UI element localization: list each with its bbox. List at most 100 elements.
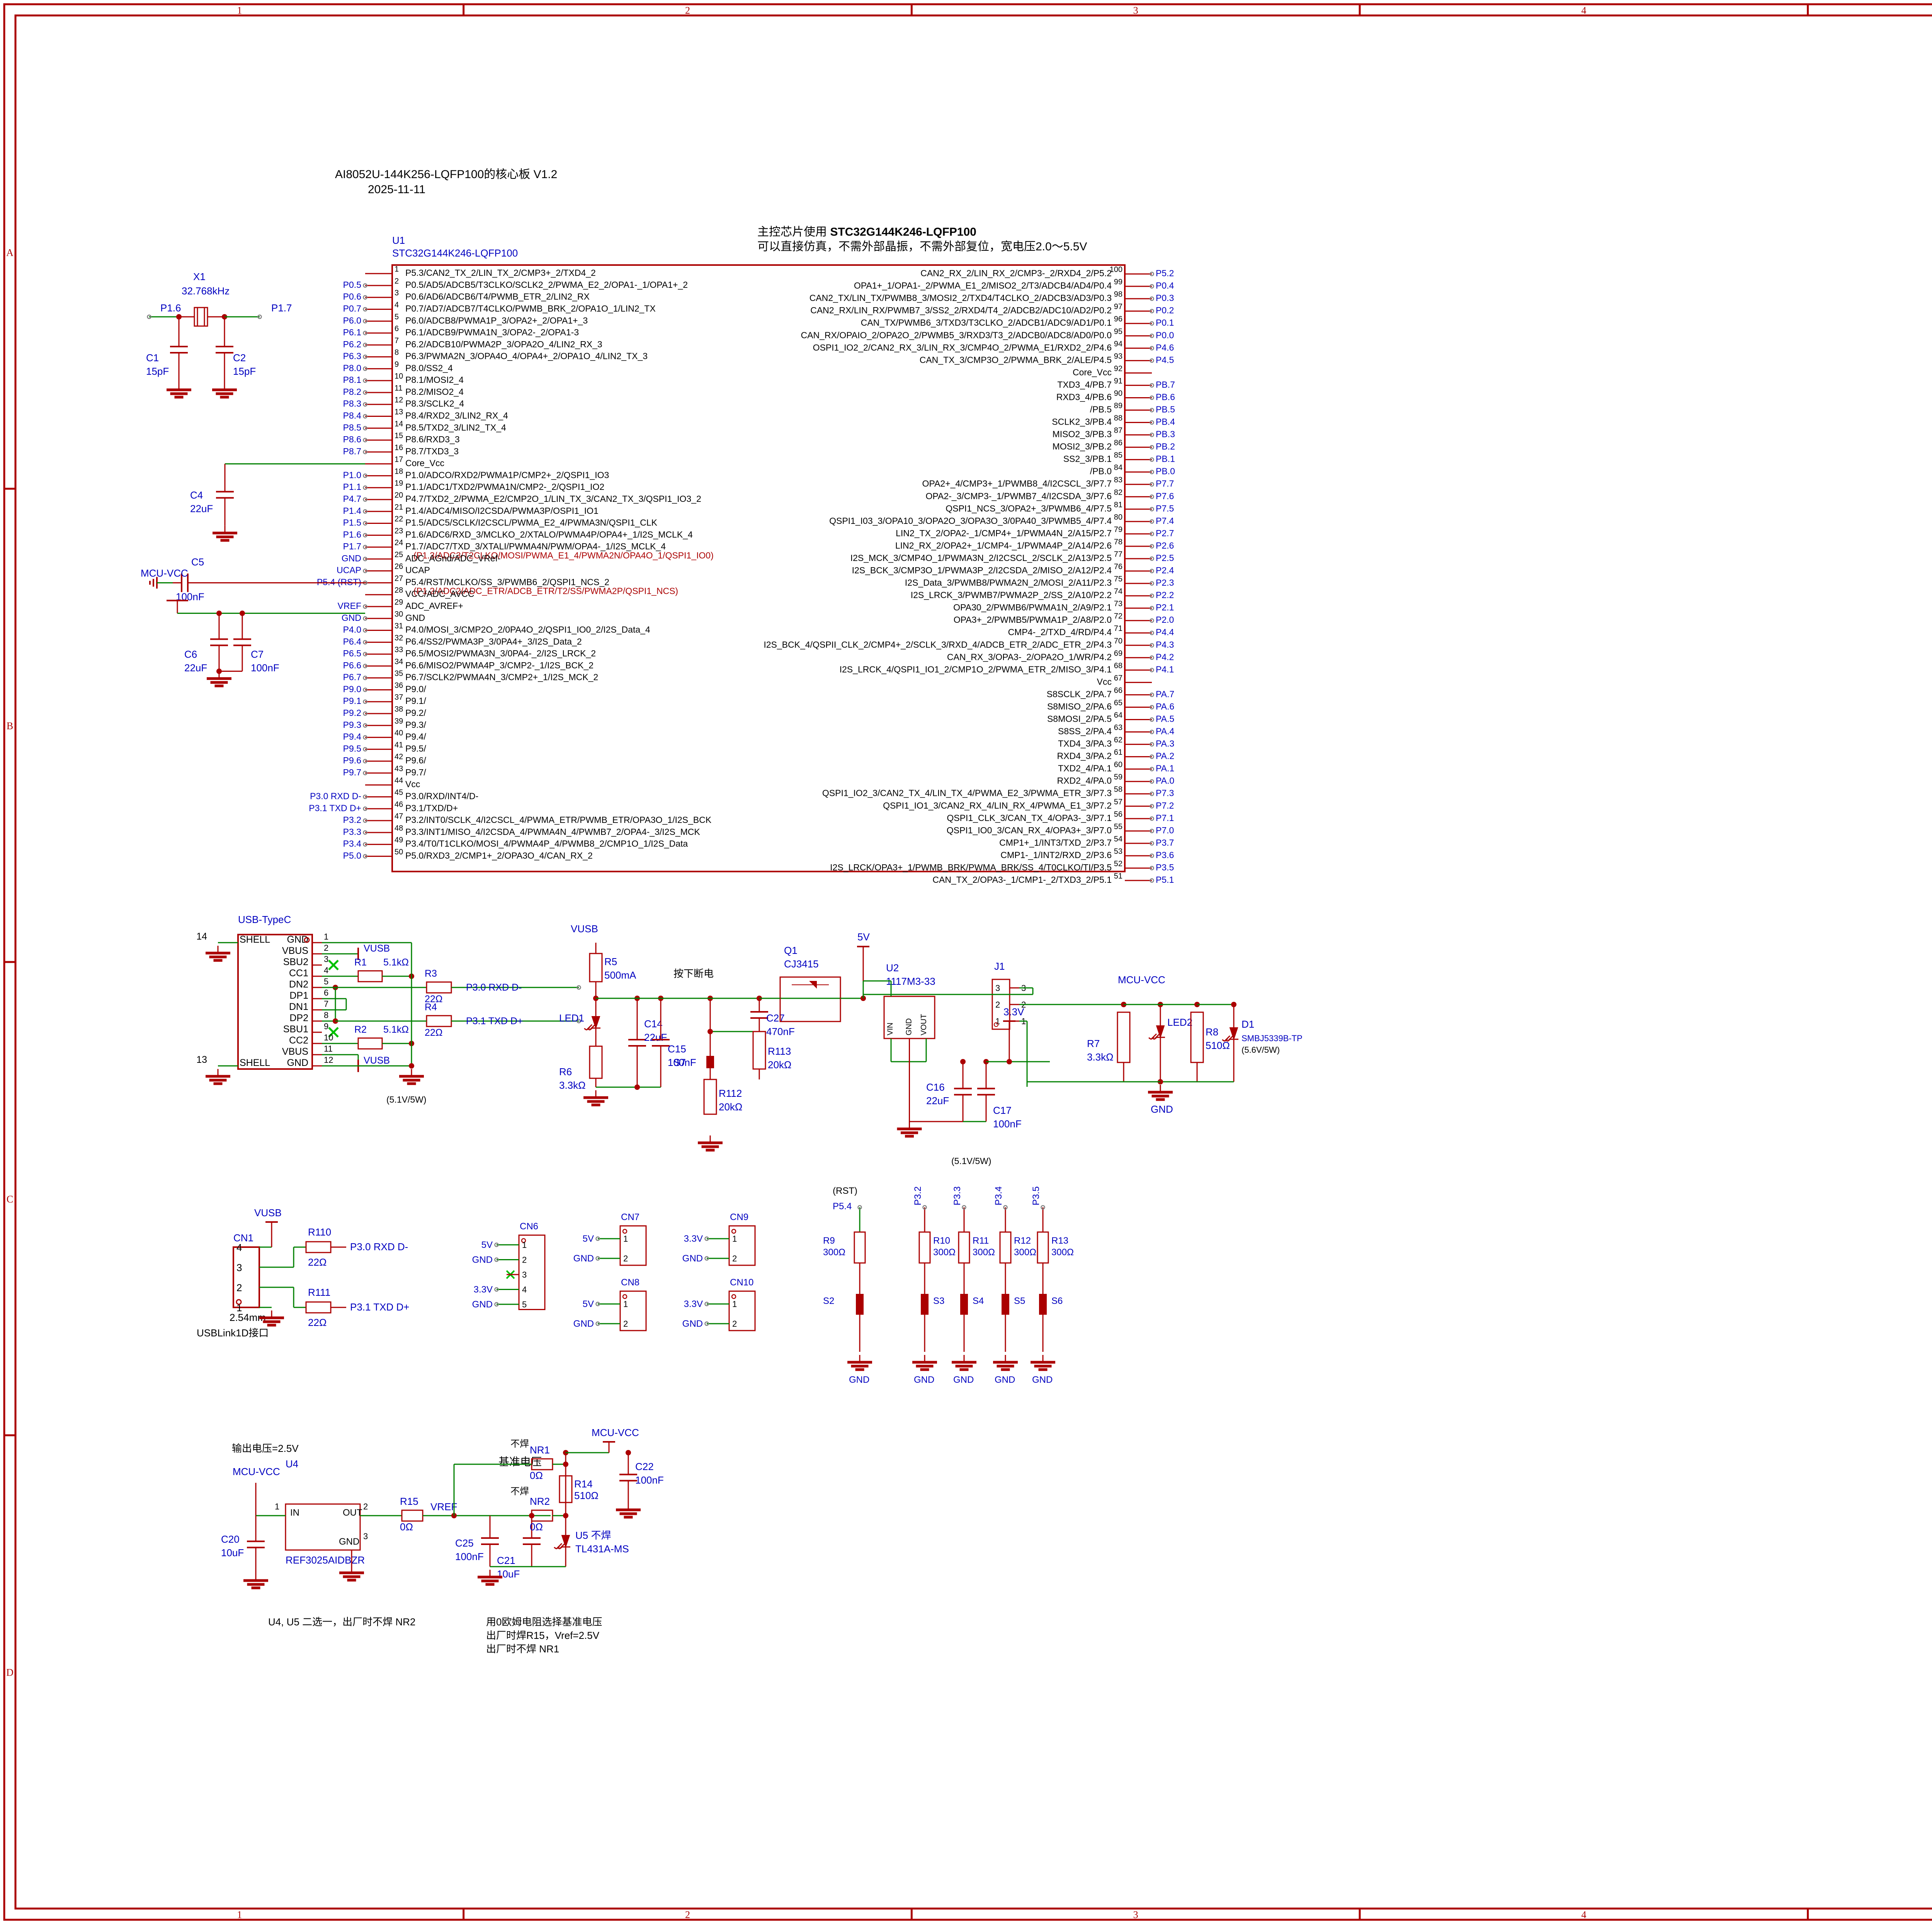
svg-text:C14: C14 (644, 1018, 663, 1030)
svg-text:P1.7: P1.7 (343, 541, 361, 551)
svg-text:3: 3 (324, 954, 328, 964)
svg-text:P3.3/INT1/MISO_4/I2CSDA_4/PWMA: P3.3/INT1/MISO_4/I2CSDA_4/PWMA4N_4/PWMB7… (405, 827, 700, 837)
svg-text:52: 52 (1114, 860, 1122, 868)
svg-text:38: 38 (395, 705, 403, 714)
svg-text:R2: R2 (354, 1024, 367, 1035)
svg-text:87: 87 (1114, 427, 1122, 435)
svg-text:78: 78 (1114, 538, 1122, 546)
svg-text:I2S_Data_3/PWMB8/PWMA2N_2/MOSI: I2S_Data_3/PWMB8/PWMA2N_2/MOSI_2/A11/P2.… (905, 578, 1112, 588)
svg-text:R10: R10 (933, 1236, 950, 1246)
svg-text:CJ3415: CJ3415 (784, 958, 819, 970)
svg-text:100nF: 100nF (455, 1551, 484, 1562)
svg-text:1: 1 (623, 1299, 628, 1309)
svg-text:P4.7: P4.7 (343, 494, 361, 504)
svg-text:3.3kΩ: 3.3kΩ (1087, 1051, 1114, 1063)
svg-text:P9.1: P9.1 (343, 696, 361, 706)
svg-text:79: 79 (1114, 525, 1122, 534)
svg-text:X1: X1 (193, 271, 206, 282)
svg-text:GND: GND (953, 1375, 974, 1385)
svg-text:5: 5 (324, 977, 328, 986)
svg-text:P4.6: P4.6 (1156, 342, 1174, 352)
svg-text:OPA3+_2/PWMB5/PWMA1P_2/A8/P2.0: OPA3+_2/PWMB5/PWMA1P_2/A8/P2.0 (954, 615, 1112, 625)
svg-text:S5: S5 (1014, 1296, 1025, 1306)
svg-text:RXD3_4/PB.6: RXD3_4/PB.6 (1056, 392, 1112, 402)
svg-text:P1.7: P1.7 (271, 302, 292, 314)
svg-text:RXD4_3/PA.2: RXD4_3/PA.2 (1057, 751, 1112, 761)
svg-text:36: 36 (395, 681, 403, 690)
svg-text:Q1: Q1 (784, 945, 798, 956)
svg-text:P3.7: P3.7 (1156, 838, 1174, 848)
svg-text:I2S_LRCK_4/QSPI1_IO1_2/CMP1O_2: I2S_LRCK_4/QSPI1_IO1_2/CMP1O_2/PWMA_ETR_… (840, 664, 1112, 674)
svg-text:12: 12 (395, 396, 403, 405)
svg-text:C20: C20 (221, 1533, 240, 1545)
svg-text:2025-11-11: 2025-11-11 (368, 183, 425, 196)
svg-text:77: 77 (1114, 550, 1122, 559)
svg-text:7: 7 (324, 999, 328, 1009)
svg-text:P7.1: P7.1 (1156, 813, 1174, 823)
svg-text:22uF: 22uF (644, 1032, 667, 1043)
svg-text:59: 59 (1114, 773, 1122, 782)
svg-text:CC1: CC1 (289, 968, 308, 979)
svg-text:100nF: 100nF (635, 1474, 664, 1486)
svg-text:GND: GND (472, 1255, 493, 1265)
svg-text:30: 30 (395, 610, 403, 619)
svg-text:QSPI1_I03_3/OPA10_3/OPA2O_3/OP: QSPI1_I03_3/OPA10_3/OPA2O_3/OPA3O_3/0PA4… (829, 516, 1112, 526)
svg-text:P0.1: P0.1 (1156, 318, 1174, 328)
svg-text:MCU-VCC: MCU-VCC (141, 567, 188, 579)
svg-text:VIN: VIN (886, 1023, 895, 1035)
svg-text:/PB.0: /PB.0 (1090, 466, 1112, 476)
svg-text:P7.2: P7.2 (1156, 801, 1174, 811)
svg-text:P6.6: P6.6 (343, 660, 361, 670)
svg-text:NR2: NR2 (530, 1496, 550, 1507)
svg-text:P5.0: P5.0 (343, 850, 361, 860)
svg-text:PA.7: PA.7 (1156, 689, 1174, 699)
svg-text:9: 9 (395, 360, 399, 369)
svg-text:P7.5: P7.5 (1156, 503, 1174, 513)
svg-text:RXD2_4/PA.0: RXD2_4/PA.0 (1057, 776, 1112, 786)
svg-text:50: 50 (395, 848, 403, 856)
svg-text:26: 26 (395, 563, 403, 571)
svg-text:51: 51 (1114, 872, 1122, 880)
svg-text:P0.6/AD6/ADCB6/T4/PWMB_ETR_2/L: P0.6/AD6/ADCB6/T4/PWMB_ETR_2/LIN2_RX (405, 292, 590, 302)
svg-text:P5.1: P5.1 (1156, 875, 1174, 885)
svg-text:P8.2/MISO2_4: P8.2/MISO2_4 (405, 387, 464, 397)
svg-text:USBLink1D接口: USBLink1D接口 (197, 1327, 269, 1339)
svg-text:60: 60 (1114, 761, 1122, 769)
svg-text:(5.1V/5W): (5.1V/5W) (951, 1156, 992, 1166)
svg-text:42: 42 (395, 753, 403, 761)
svg-text:P3.5: P3.5 (1031, 1186, 1041, 1205)
svg-text:GND: GND (573, 1319, 594, 1329)
svg-text:11: 11 (395, 384, 403, 393)
svg-text:28: 28 (395, 586, 403, 595)
svg-text:TXD2_4/PA.1: TXD2_4/PA.1 (1058, 763, 1112, 773)
svg-text:58: 58 (1114, 785, 1122, 794)
svg-text:CN10: CN10 (730, 1277, 753, 1288)
svg-text:25: 25 (395, 551, 403, 559)
svg-text:4: 4 (395, 301, 399, 309)
svg-text:P9.5: P9.5 (343, 743, 361, 753)
svg-text:C15: C15 (668, 1043, 686, 1055)
svg-text:PB.3: PB.3 (1156, 429, 1175, 439)
svg-text:I2S_BCK_4/QSPII_CLK_2/CMP4+_2/: I2S_BCK_4/QSPII_CLK_2/CMP4+_2/SCLK_3/RXD… (764, 639, 1112, 649)
svg-text:2: 2 (685, 5, 690, 16)
svg-text:5V: 5V (583, 1234, 594, 1244)
svg-text:57: 57 (1114, 798, 1122, 806)
svg-text:89: 89 (1114, 402, 1122, 410)
svg-text:P3.2/INT0/SCLK_4/I2CSCL_4/PWMA: P3.2/INT0/SCLK_4/I2CSCL_4/PWMA_ETR/PWMB_… (405, 815, 712, 825)
svg-text:P9.3: P9.3 (343, 720, 361, 730)
svg-text:CAN_RX_3/OPA3-_2/OPA2O_1/WR/P4: CAN_RX_3/OPA3-_2/OPA2O_1/WR/P4.2 (947, 652, 1112, 662)
svg-text:10: 10 (395, 372, 403, 381)
svg-text:LIN2_RX_2/OPA2+_1/CMP4-_1/PWMA: LIN2_RX_2/OPA2+_1/CMP4-_1/PWMA4P_2/A14/P… (895, 540, 1112, 551)
svg-text:63: 63 (1114, 724, 1122, 732)
svg-text:I2S_LRCK/OPA3+_1/PWMB_BRK/PWMA: I2S_LRCK/OPA3+_1/PWMB_BRK/PWMA_BRK/SS_4/… (830, 862, 1112, 872)
svg-text:CAN_TX/PWMB6_3/TXD3/T3CLKO_2/A: CAN_TX/PWMB6_3/TXD3/T3CLKO_2/ADCB1/ADC9/… (861, 318, 1112, 328)
svg-text:VUSB: VUSB (254, 1207, 282, 1219)
svg-text:C6: C6 (184, 648, 197, 660)
svg-text:CAN_TX_2/OPA3-_1/CMP1-_2/TXD3_: CAN_TX_2/OPA3-_1/CMP1-_2/TXD3_2/P5.1 (932, 875, 1112, 885)
svg-text:P9.4/: P9.4/ (405, 732, 426, 742)
svg-text:48: 48 (395, 824, 403, 833)
svg-text:QSPI1_IO1_3/CAN2_RX_4/LIN_RX_4: QSPI1_IO1_3/CAN2_RX_4/LIN_RX_4/PWMA_E1_3… (883, 801, 1112, 811)
svg-text:2: 2 (236, 1282, 242, 1293)
svg-text:LIN2_TX_2/OPA2-_1/CMP4+_1/PWMA: LIN2_TX_2/OPA2-_1/CMP4+_1/PWMA4N_2/A15/P… (896, 528, 1112, 538)
svg-text:14: 14 (395, 420, 403, 428)
